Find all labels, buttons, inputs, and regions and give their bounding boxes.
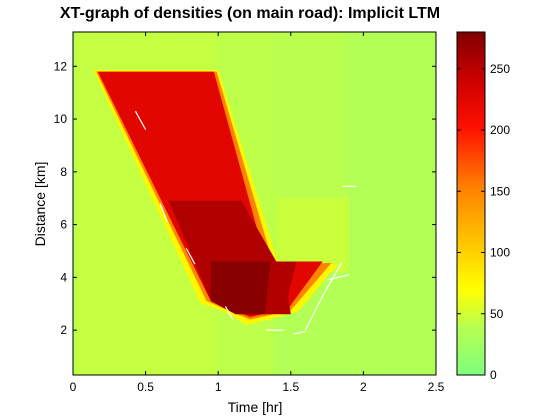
colorbar-tick-label: 200: [490, 123, 510, 137]
boundary-line-5: [293, 330, 306, 335]
y-axis-ticks: 2 4 6 8 10 12: [54, 59, 436, 337]
heatmap-region-2: [273, 32, 346, 251]
colorbar-tick-label: 150: [490, 184, 510, 198]
y-tick-label: 8: [60, 165, 67, 179]
x-tick-label: 1: [215, 380, 222, 394]
heatmap-region-8: [210, 261, 271, 315]
colorbar: [456, 31, 486, 376]
x-axis-ticks: 0 0.5 1 1.5 2 2.5: [70, 32, 445, 394]
y-tick-label: 6: [60, 218, 67, 232]
colorbar-tick-label: 50: [490, 307, 504, 321]
boundary-line-1: [159, 203, 168, 223]
x-tick-label: 2: [360, 380, 367, 394]
y-tick-label: 4: [60, 270, 67, 284]
y-axis-label: Distance [km]: [32, 162, 48, 247]
colorbar-ticks: 0 50 100 150 200 250: [457, 62, 510, 382]
boundary-line-6: [304, 295, 324, 331]
y-tick-label: 10: [54, 112, 68, 126]
heatmap-region-6: [97, 71, 323, 317]
colorbar-tick-label: 250: [490, 62, 510, 76]
boundary-line-8: [326, 274, 350, 281]
plot-area: [73, 32, 436, 375]
x-axis-label: Time [hr]: [228, 399, 283, 415]
x-tick-label: 0.5: [137, 380, 154, 394]
boundary-line-2: [185, 248, 196, 265]
x-tick-label: 2.5: [428, 380, 445, 394]
boundary-line-0: [134, 110, 147, 130]
heatmap-region-3: [276, 198, 349, 273]
x-tick-label: 0: [70, 380, 77, 394]
y-tick-label: 12: [54, 59, 68, 73]
plot-frame: [72, 31, 437, 376]
colorbar-tick-label: 100: [490, 246, 510, 260]
boundary-line-3: [224, 306, 234, 320]
chart-title: XT-graph of densities (on main road): Im…: [59, 5, 441, 22]
colorbar-tick-label: 0: [490, 368, 497, 382]
y-tick-label: 2: [60, 323, 67, 337]
x-tick-label: 1.5: [282, 380, 299, 394]
